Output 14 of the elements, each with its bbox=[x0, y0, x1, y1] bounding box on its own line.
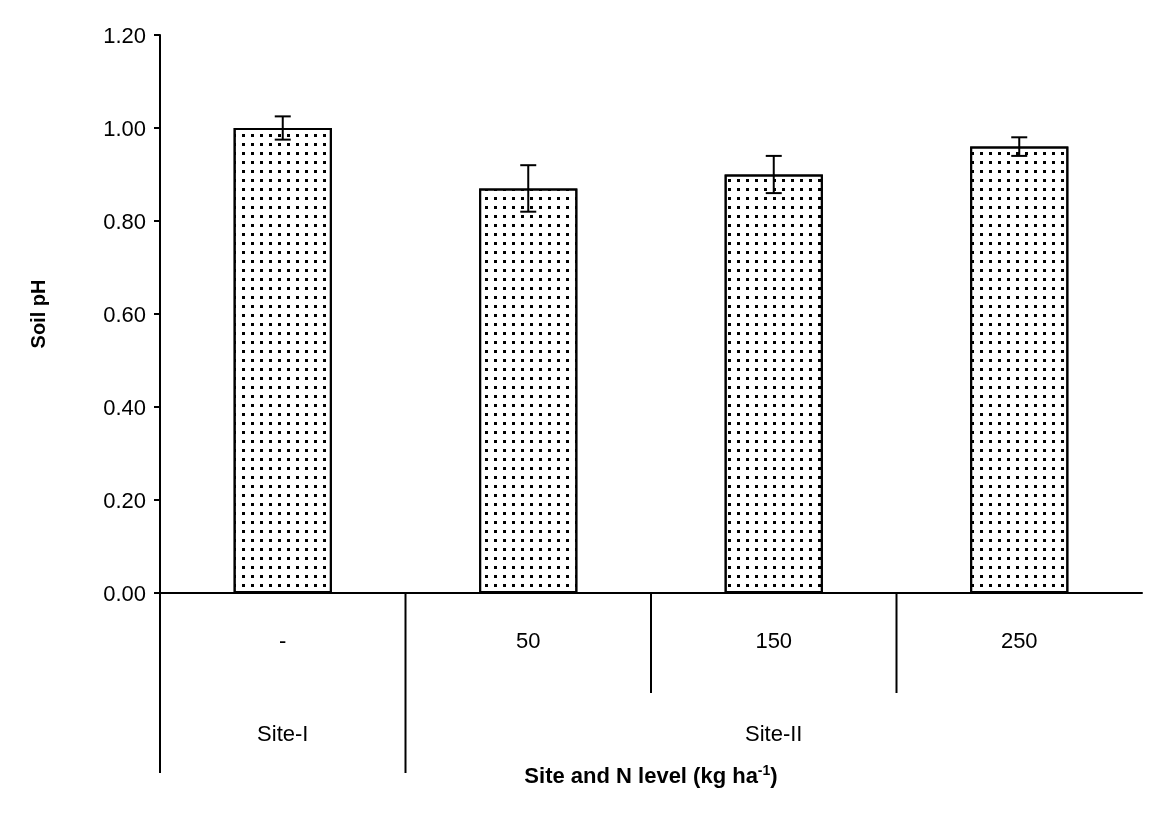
y-tick-label: 0.80 bbox=[103, 208, 146, 234]
y-axis-title: Soil pH bbox=[27, 279, 49, 349]
x-tick-label: 250 bbox=[1000, 627, 1038, 653]
x-tick-label: 150 bbox=[755, 627, 793, 653]
text: Site-II bbox=[745, 720, 803, 746]
text: Site-I bbox=[257, 720, 309, 746]
x-tick-label: - bbox=[279, 627, 287, 653]
y-tick-label: 1.00 bbox=[103, 115, 146, 141]
y-tick-label: 0.60 bbox=[103, 301, 146, 327]
y-tick-label: 1.20 bbox=[103, 22, 146, 48]
y-tick-label: 0.00 bbox=[103, 580, 146, 606]
y-tick-label: 0.40 bbox=[103, 394, 146, 420]
x-tick-label: 50 bbox=[516, 627, 541, 653]
y-tick-label: 0.20 bbox=[103, 487, 146, 513]
